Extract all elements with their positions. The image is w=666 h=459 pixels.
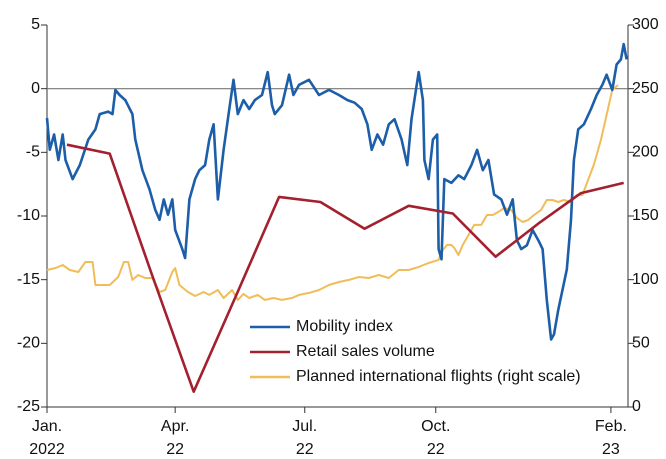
legend-label: Mobility index <box>296 318 393 335</box>
y-tick-label: -25 <box>17 398 40 415</box>
legend-label: Planned international flights (right sca… <box>296 368 581 385</box>
y2-tick-label: 0 <box>632 398 641 415</box>
y2-tick-label: 50 <box>632 335 650 352</box>
y2-tick-label: 150 <box>632 207 659 224</box>
x-tick-label: Jan. 2022 <box>29 418 65 458</box>
y-tick-label: 0 <box>31 80 40 97</box>
y2-tick-label: 100 <box>632 271 659 288</box>
x-tick-label: Oct. 22 <box>421 418 450 458</box>
x-tick-label: Feb. 23 <box>595 418 627 458</box>
legend-label: Retail sales volume <box>296 343 435 360</box>
series-line <box>45 42 628 341</box>
y2-tick-label: 200 <box>632 144 659 161</box>
y2-tick-label: 250 <box>632 80 659 97</box>
y-tick-label: -15 <box>17 271 40 288</box>
y-tick-label: -5 <box>26 144 40 161</box>
y2-tick-label: 300 <box>632 16 659 33</box>
series-line <box>46 84 619 301</box>
x-tick-label: Apr. 22 <box>161 418 189 458</box>
y-tick-label: -20 <box>17 335 40 352</box>
x-tick-label: Jul. 22 <box>292 418 317 458</box>
y-tick-label: 5 <box>31 16 40 33</box>
y-tick-label: -10 <box>17 207 40 224</box>
series-line <box>66 143 625 393</box>
